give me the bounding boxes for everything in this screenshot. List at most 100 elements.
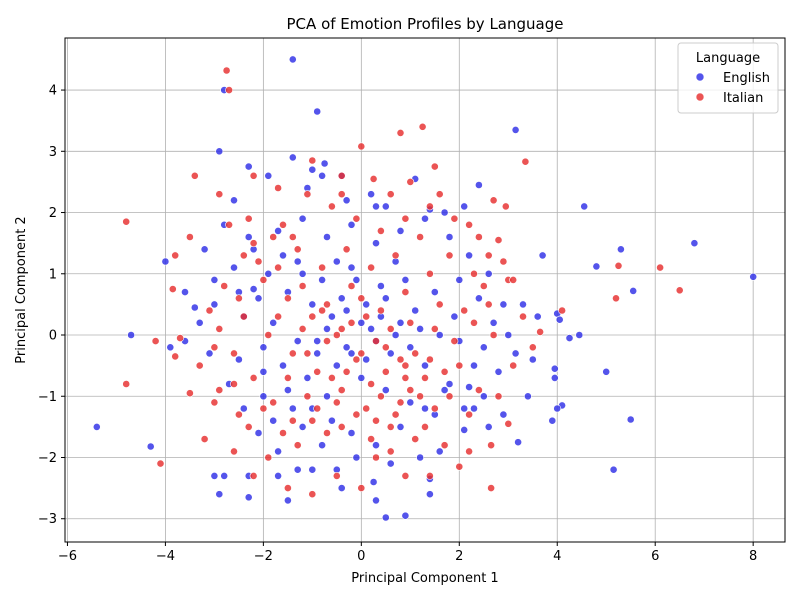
data-point-italian bbox=[230, 447, 238, 456]
data-point-english bbox=[381, 294, 390, 303]
data-point-english bbox=[406, 343, 415, 352]
data-point-italian bbox=[421, 373, 429, 382]
data-point-english bbox=[381, 386, 390, 394]
data-point-italian bbox=[474, 233, 483, 241]
data-point-italian bbox=[435, 300, 444, 309]
data-point-english bbox=[406, 398, 415, 407]
data-point-english bbox=[565, 334, 574, 342]
data-point-italian bbox=[323, 429, 331, 437]
data-point-italian bbox=[332, 331, 341, 339]
data-point-italian bbox=[283, 373, 292, 382]
data-point-english bbox=[609, 465, 618, 474]
data-point-english bbox=[460, 425, 469, 434]
data-point-italian bbox=[323, 337, 331, 345]
data-point-italian bbox=[337, 171, 346, 180]
data-point-english bbox=[298, 422, 307, 431]
data-point-italian bbox=[195, 361, 204, 370]
data-point-italian bbox=[323, 300, 331, 309]
data-point-italian bbox=[318, 306, 326, 315]
data-point-english bbox=[274, 226, 282, 235]
data-point-italian bbox=[264, 453, 273, 462]
data-point-italian bbox=[298, 282, 307, 290]
data-point-italian bbox=[465, 220, 473, 229]
data-point-italian bbox=[225, 86, 233, 94]
data-point-italian bbox=[230, 380, 238, 388]
data-point-italian bbox=[303, 392, 312, 401]
data-point-italian bbox=[303, 349, 312, 358]
data-point-italian bbox=[656, 263, 664, 272]
data-point-italian bbox=[215, 324, 224, 333]
data-point-english bbox=[195, 318, 204, 327]
data-point-italian bbox=[487, 484, 495, 492]
data-point-italian bbox=[418, 122, 427, 131]
data-point-english bbox=[511, 349, 520, 358]
data-point-english bbox=[313, 107, 322, 116]
data-point-italian bbox=[318, 263, 326, 272]
data-point-italian bbox=[396, 398, 405, 407]
data-point-italian bbox=[122, 217, 131, 226]
data-point-english bbox=[259, 343, 268, 352]
data-point-english bbox=[479, 343, 488, 352]
data-point-italian bbox=[239, 251, 248, 260]
data-point-english bbox=[313, 337, 322, 345]
data-point-italian bbox=[288, 416, 297, 425]
data-point-english bbox=[181, 288, 189, 296]
data-point-italian bbox=[352, 410, 361, 419]
data-point-english bbox=[347, 263, 356, 272]
data-point-english bbox=[465, 251, 473, 260]
data-point-english bbox=[259, 392, 268, 401]
chart-title: PCA of Emotion Profiles by Language bbox=[287, 15, 564, 33]
data-point-italian bbox=[337, 324, 346, 333]
x-tick-label: −6 bbox=[58, 549, 77, 564]
data-point-english bbox=[288, 55, 297, 64]
data-point-english bbox=[416, 324, 424, 333]
data-point-italian bbox=[521, 157, 530, 166]
data-point-italian bbox=[200, 435, 209, 443]
x-tick-label: 0 bbox=[357, 549, 365, 564]
data-point-english bbox=[489, 318, 498, 327]
data-point-english bbox=[279, 251, 287, 260]
data-point-italian bbox=[455, 462, 464, 471]
data-point-italian bbox=[222, 66, 231, 75]
data-point-english bbox=[357, 318, 366, 327]
data-point-italian bbox=[440, 367, 449, 376]
data-point-english bbox=[455, 275, 464, 284]
data-point-english bbox=[499, 410, 508, 419]
data-point-english bbox=[347, 429, 356, 437]
data-point-english bbox=[249, 285, 258, 293]
data-point-italian bbox=[401, 288, 410, 296]
data-point-italian bbox=[376, 226, 385, 235]
data-point-english bbox=[401, 511, 410, 520]
data-point-english bbox=[230, 263, 238, 272]
data-point-italian bbox=[401, 214, 410, 223]
data-point-english bbox=[555, 315, 564, 324]
data-point-english bbox=[190, 303, 199, 312]
data-point-italian bbox=[347, 318, 356, 327]
data-point-italian bbox=[435, 190, 444, 199]
data-point-english bbox=[372, 496, 380, 505]
data-point-italian bbox=[425, 471, 434, 480]
data-point-italian bbox=[367, 380, 375, 388]
data-point-italian bbox=[259, 275, 268, 284]
data-point-english bbox=[372, 202, 380, 211]
data-point-italian bbox=[396, 355, 405, 364]
data-point-italian bbox=[337, 386, 346, 394]
data-point-english bbox=[269, 318, 278, 327]
data-point-italian bbox=[352, 214, 361, 223]
data-point-english bbox=[323, 324, 331, 333]
data-point-english bbox=[244, 493, 253, 502]
data-point-italian bbox=[293, 245, 302, 254]
data-point-italian bbox=[455, 361, 464, 370]
data-point-italian bbox=[558, 306, 566, 315]
data-point-italian bbox=[249, 373, 258, 382]
data-point-english bbox=[381, 202, 390, 211]
data-point-english bbox=[298, 269, 307, 278]
x-tick-label: 8 bbox=[749, 549, 757, 564]
data-point-english bbox=[259, 367, 268, 376]
data-point-english bbox=[146, 442, 155, 451]
data-point-italian bbox=[279, 220, 287, 229]
data-point-italian bbox=[347, 282, 356, 290]
data-point-italian bbox=[367, 435, 375, 443]
y-tick-label: −2 bbox=[38, 451, 57, 466]
